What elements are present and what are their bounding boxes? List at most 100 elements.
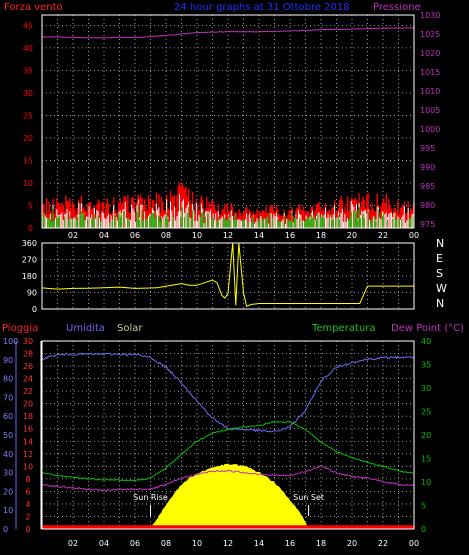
x-tick-label: 20 xyxy=(347,539,357,548)
temperature-tick-label: 10 xyxy=(421,478,431,487)
humidity-tick-label: 26 xyxy=(23,362,33,371)
pressure-tick-label: 985 xyxy=(420,182,435,191)
chart-title: 24 hour graphs at 31 Ottobre 2018 xyxy=(174,2,350,13)
rain-tick-label: 100 xyxy=(3,337,18,346)
sunrise-label: Sun Rise xyxy=(133,493,168,502)
x-tick-label: 22 xyxy=(378,539,388,548)
pressure-tick-label: 1000 xyxy=(420,125,440,134)
solar-axis-label: Solar xyxy=(117,323,143,334)
wind-tick-label: 40 xyxy=(23,44,33,53)
x-tick-label: 04 xyxy=(99,539,109,548)
humidity-tick-label: 16 xyxy=(23,425,33,434)
sunset-label: Sun Set xyxy=(293,493,324,502)
pressure-line xyxy=(41,27,415,39)
temperature-tick-label: 5 xyxy=(421,502,426,511)
direction-tick-label: 360 xyxy=(22,239,37,248)
pressure-axis-label: Pressione xyxy=(373,2,421,13)
x-tick-label: 08 xyxy=(161,231,171,240)
pressure-tick-label: 1010 xyxy=(420,87,440,96)
compass-label: N xyxy=(436,237,444,250)
humidity-tick-label: 18 xyxy=(23,412,33,421)
dewpoint-axis-label: Dew Point (°C) xyxy=(391,323,464,334)
pressure-tick-label: 1025 xyxy=(420,30,440,39)
pressure-tick-label: 980 xyxy=(420,201,435,210)
wind-tick-label: 25 xyxy=(23,111,33,120)
wind-tick-label: 15 xyxy=(23,156,33,165)
x-tick-label: 06 xyxy=(130,231,140,240)
rain-tick-label: 50 xyxy=(3,431,13,440)
x-tick-label: 00 xyxy=(409,231,419,240)
rain-tick-label: 10 xyxy=(3,506,13,515)
wind-direction-line xyxy=(41,242,414,307)
humidity-tick-label: 6 xyxy=(25,487,30,496)
rain-band xyxy=(42,525,414,529)
rain-tick-label: 80 xyxy=(3,375,13,384)
rain-tick-label: 70 xyxy=(3,393,13,402)
humidity-tick-label: 2 xyxy=(25,512,30,521)
humidity-tick-label: 4 xyxy=(25,500,30,509)
x-tick-label: 18 xyxy=(316,231,326,240)
wind-tick-label: 10 xyxy=(23,179,33,188)
humidity-tick-label: 28 xyxy=(23,350,33,359)
direction-tick-label: 180 xyxy=(22,272,37,281)
x-tick-label: 10 xyxy=(192,231,202,240)
temperature-tick-label: 15 xyxy=(421,455,431,464)
wind-tick-label: 35 xyxy=(23,66,33,75)
wind-panel-frame xyxy=(41,14,415,229)
rain-axis-label: Pioggia xyxy=(2,323,38,334)
rain-tick-label: 30 xyxy=(3,469,13,478)
wind-tick-label: 5 xyxy=(28,201,33,210)
humidity-axis-label: Umidita xyxy=(66,323,105,334)
direction-tick-label: 90 xyxy=(27,289,37,298)
temp-panel-frame xyxy=(41,340,415,530)
pressure-tick-label: 1005 xyxy=(420,106,440,115)
x-tick-label: 02 xyxy=(68,231,78,240)
x-tick-label: 02 xyxy=(68,539,78,548)
compass-label: S xyxy=(436,267,443,280)
pressure-tick-label: 975 xyxy=(420,220,435,229)
rain-tick-label: 0 xyxy=(3,525,8,534)
x-tick-label: 04 xyxy=(99,231,109,240)
humidity-tick-label: 12 xyxy=(23,450,33,459)
pressure-tick-label: 995 xyxy=(420,144,435,153)
temperature-tick-label: 20 xyxy=(421,431,431,440)
humidity-tick-label: 24 xyxy=(23,375,33,384)
dewpoint-line xyxy=(41,465,415,492)
x-tick-label: 14 xyxy=(254,231,264,240)
x-tick-label: 06 xyxy=(130,539,140,548)
humidity-tick-label: 10 xyxy=(23,462,33,471)
temperature-tick-label: 30 xyxy=(421,384,431,393)
wind-tick-label: 0 xyxy=(28,224,33,233)
humidity-tick-label: 30 xyxy=(23,337,33,346)
x-tick-label: 12 xyxy=(223,539,233,548)
compass-label: E xyxy=(436,252,443,265)
rain-tick-label: 40 xyxy=(3,450,13,459)
x-tick-label: 20 xyxy=(347,231,357,240)
rain-tick-label: 60 xyxy=(3,412,13,421)
temperature-line xyxy=(41,420,415,482)
x-tick-label: 14 xyxy=(254,539,264,548)
wind-tick-label: 20 xyxy=(23,134,33,143)
pressure-tick-label: 1030 xyxy=(420,11,440,20)
wind-axis-label: Forza vento xyxy=(4,2,63,13)
temperature-axis-label: Temperatura xyxy=(311,323,376,334)
compass-label: N xyxy=(436,297,444,310)
x-tick-label: 16 xyxy=(285,231,295,240)
x-tick-label: 00 xyxy=(409,539,419,548)
humidity-tick-label: 22 xyxy=(23,387,33,396)
direction-tick-label: 270 xyxy=(22,256,37,265)
humidity-tick-label: 20 xyxy=(23,400,33,409)
compass-label: W xyxy=(436,282,447,295)
rain-tick-label: 90 xyxy=(3,356,13,365)
x-tick-label: 18 xyxy=(316,539,326,548)
temperature-tick-label: 35 xyxy=(421,361,431,370)
humidity-tick-label: 0 xyxy=(25,525,30,534)
x-tick-label: 12 xyxy=(223,231,233,240)
x-tick-label: 16 xyxy=(285,539,295,548)
direction-tick-label: 0 xyxy=(32,305,37,314)
wind-tick-label: 45 xyxy=(23,21,33,30)
humidity-tick-label: 14 xyxy=(23,437,33,446)
pressure-tick-label: 990 xyxy=(420,163,435,172)
wind-tick-label: 30 xyxy=(23,89,33,98)
